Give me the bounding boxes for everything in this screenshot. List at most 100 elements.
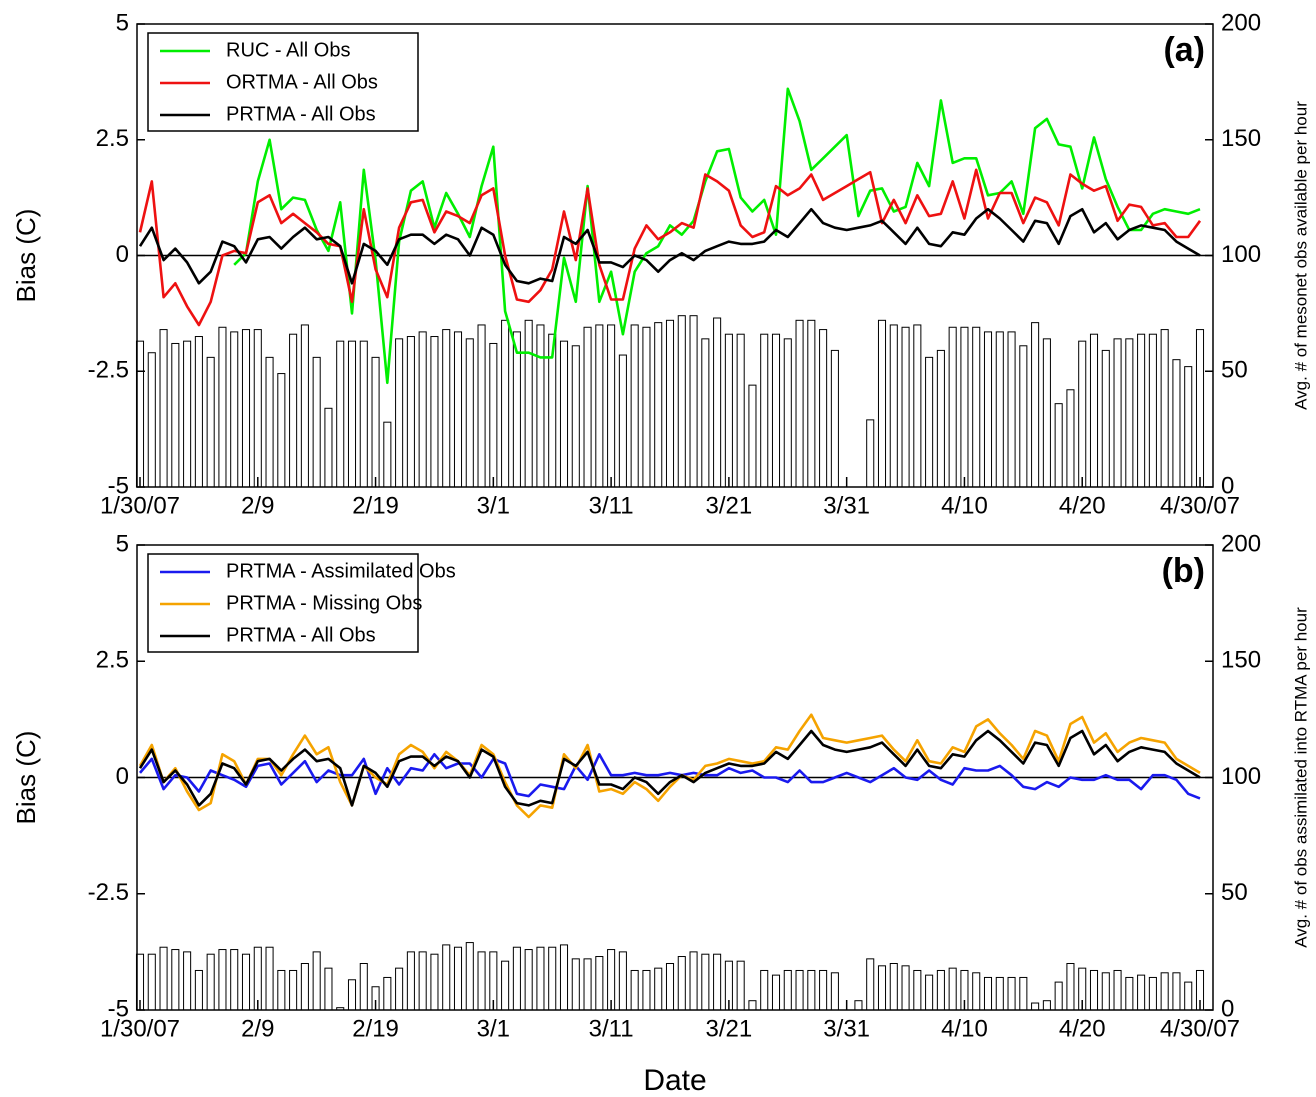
bar: [1031, 1002, 1040, 1011]
bar: [618, 951, 627, 1011]
y2-tick-label: 50: [1221, 879, 1248, 906]
bar: [501, 319, 510, 488]
y2-axis-label: Avg. # of obs assimilated into RTMA per …: [1291, 607, 1310, 948]
bar: [359, 963, 368, 1011]
bar: [1101, 349, 1110, 488]
bar: [1137, 333, 1146, 488]
bar: [536, 324, 545, 488]
bar: [418, 951, 427, 1011]
bar: [1019, 345, 1028, 488]
bar: [512, 331, 521, 488]
x-tick-label: 1/30/07: [100, 1015, 180, 1042]
bar: [677, 315, 686, 488]
bar: [1113, 969, 1122, 1011]
bar: [347, 340, 357, 488]
bar: [665, 319, 675, 488]
panel-title: (b): [1162, 552, 1205, 590]
legend-label: RUC - All Obs: [226, 39, 350, 61]
bar: [866, 419, 875, 488]
bar: [819, 329, 828, 488]
x-tick-label: 2/19: [352, 1015, 399, 1042]
bar: [1066, 963, 1075, 1011]
bar: [689, 951, 698, 1011]
bar: [159, 329, 168, 488]
bar: [807, 969, 816, 1011]
bar: [713, 317, 722, 488]
x-tick-label: 3/21: [706, 492, 753, 519]
x-tick-label: 4/20: [1059, 492, 1106, 519]
bar: [630, 969, 639, 1011]
y-tick-label: 5: [116, 9, 129, 36]
bar: [512, 946, 521, 1011]
y-tick-label: -2.5: [88, 879, 129, 906]
bar: [1089, 333, 1099, 488]
bar: [901, 326, 910, 488]
bar: [1019, 976, 1028, 1011]
bar: [854, 1000, 863, 1011]
x-tick-label: 4/10: [941, 492, 988, 519]
bar: [147, 953, 156, 1011]
legend-label: ORTMA - All Obs: [226, 71, 378, 93]
bar: [983, 331, 993, 488]
y-axis-label: Bias (C): [11, 731, 41, 825]
bar: [736, 960, 745, 1011]
bar: [465, 942, 474, 1011]
bar: [524, 949, 533, 1011]
bar: [1172, 972, 1181, 1011]
bar: [395, 338, 404, 488]
bar: [819, 969, 828, 1011]
y-tick-label: 5: [116, 530, 129, 557]
x-tick-label: 3/1: [477, 492, 510, 519]
bar: [1125, 338, 1134, 488]
bar: [1007, 331, 1016, 488]
bar: [913, 324, 922, 488]
x-tick-label: 3/21: [706, 1015, 753, 1042]
bar: [807, 319, 816, 488]
bar: [571, 345, 580, 488]
bar: [748, 384, 757, 488]
bar: [430, 953, 439, 1011]
bar: [795, 319, 804, 488]
y2-axis-label: Avg. # of mesonet obs available per hour: [1291, 101, 1310, 410]
bar: [289, 333, 298, 488]
x-tick-label: 4/30/07: [1160, 492, 1240, 519]
line: [139, 753, 1201, 800]
y-tick-label: -5: [108, 472, 129, 499]
bar: [324, 407, 333, 488]
bar: [1042, 1000, 1051, 1011]
bar: [1148, 976, 1157, 1011]
x-axis-label: Date: [643, 1064, 706, 1097]
bar: [948, 326, 957, 488]
y-tick-label: 0: [116, 241, 129, 268]
bar: [241, 329, 251, 488]
bar: [736, 333, 745, 488]
bar: [206, 953, 215, 1011]
bar: [583, 958, 592, 1011]
bar: [877, 319, 887, 488]
bar: [1160, 329, 1169, 488]
bar: [830, 972, 839, 1011]
bar: [218, 949, 227, 1011]
bar: [607, 324, 616, 488]
line: [138, 713, 1201, 819]
bar: [724, 333, 733, 488]
bar: [277, 969, 286, 1011]
bar: [1113, 338, 1122, 488]
x-tick-label: 2/19: [352, 492, 399, 519]
bar: [159, 946, 168, 1011]
bar: [642, 326, 651, 488]
bar: [300, 963, 309, 1011]
line: [138, 729, 1201, 807]
bar: [406, 336, 415, 488]
bar: [689, 315, 698, 488]
y2-tick-label: 150: [1221, 125, 1261, 152]
bar: [194, 969, 203, 1011]
x-tick-label: 3/31: [823, 492, 870, 519]
bar: [901, 965, 910, 1011]
bar: [771, 974, 781, 1011]
bar: [1148, 333, 1157, 488]
bar: [830, 349, 839, 488]
bar: [1031, 322, 1040, 488]
x-tick-label: 3/1: [477, 1015, 510, 1042]
bar: [1078, 340, 1087, 488]
